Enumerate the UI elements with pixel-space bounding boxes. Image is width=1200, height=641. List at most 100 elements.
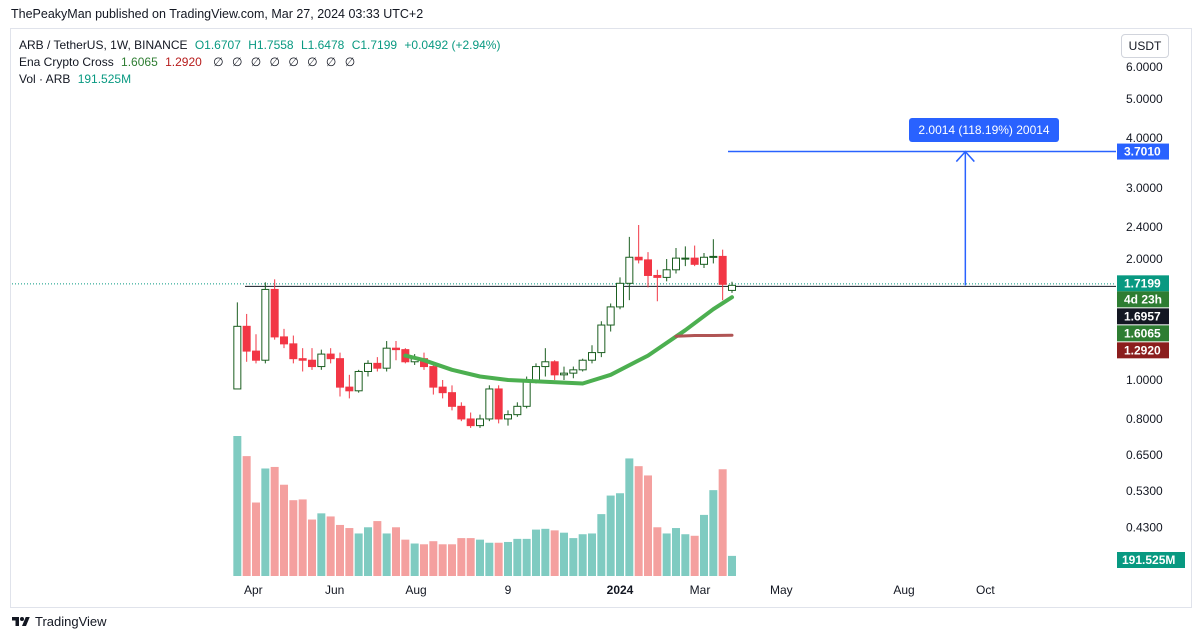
candle (354, 369, 363, 393)
candle (289, 335, 298, 364)
price-axis-label: 4.0000 (1126, 131, 1163, 145)
volume-bar (597, 514, 606, 576)
candle-body (438, 386, 447, 394)
candle (550, 360, 559, 380)
candle-body (644, 259, 652, 276)
volume-bar (280, 484, 288, 576)
indicator-name[interactable]: Ena Crypto Cross (19, 55, 114, 69)
measure-label: 2.0014 (118.19%) 20014 (918, 123, 1050, 137)
candle-body (681, 257, 690, 260)
candle (718, 249, 727, 301)
volume-bar (606, 495, 615, 576)
measure-target-tag-box (1117, 143, 1169, 160)
candle-body (672, 257, 680, 271)
price-axis-label: 5.0000 (1126, 92, 1163, 106)
candle-body (485, 388, 494, 420)
price-axis-label: 2.4000 (1126, 220, 1163, 234)
legend-symbol[interactable]: ARB / TetherUS, 1W, BINANCE (19, 38, 188, 52)
time-axis-label: 9 (505, 583, 512, 597)
volume-bar (476, 539, 484, 576)
ma-slow-tag-box (1117, 342, 1169, 359)
candle-body (513, 405, 522, 416)
candle (653, 269, 662, 302)
volume-series (233, 436, 736, 576)
candle-body (261, 288, 270, 361)
price-axis-label: 0.8000 (1126, 412, 1163, 426)
indicator-na-value: ∅ (213, 55, 224, 69)
volume-bar (457, 538, 466, 576)
volume-bar (653, 527, 662, 576)
measure-label-box (909, 118, 1059, 142)
candle (681, 246, 690, 267)
candle-body (233, 325, 242, 390)
indicator-dark-tag: 1.6957 (1124, 309, 1161, 323)
volume-bar (364, 527, 372, 576)
ma-fast-tag-box (1117, 325, 1169, 342)
volume-bar (662, 533, 671, 576)
volume-bar (560, 532, 568, 576)
legend-volume-row: Vol · ARB 191.525M (19, 72, 135, 86)
candle-body (280, 336, 288, 345)
ma-fast-tag: 1.6065 (1124, 326, 1161, 340)
footer-brand-label: TradingView (35, 614, 107, 629)
candle-body (336, 358, 344, 388)
volume-bar (410, 543, 419, 576)
candle (672, 248, 680, 274)
countdown-tag: 4d 23h (1124, 292, 1162, 306)
volume-bar (494, 542, 503, 576)
volume-bar (438, 544, 447, 576)
candle-body (298, 358, 307, 361)
footer-brand[interactable]: TradingView (11, 614, 107, 629)
volume-bar (634, 466, 643, 576)
candle (336, 352, 344, 397)
candle-body (466, 418, 475, 427)
legend-ohlc-row: ARB / TetherUS, 1W, BINANCE O1.6707 H1.7… (19, 38, 504, 52)
candle (700, 252, 708, 268)
candle-body (448, 392, 456, 407)
time-axis-label: Apr (244, 583, 263, 597)
volume-bar (289, 500, 298, 576)
candle (252, 334, 260, 364)
volume-bar (588, 533, 596, 576)
candle (560, 366, 568, 380)
volume-name[interactable]: Vol · ARB (19, 72, 71, 86)
price-axis-label: 2.0000 (1126, 252, 1163, 266)
candle-body (354, 370, 363, 392)
volume-bar (541, 528, 550, 576)
volume-tag-box (1117, 552, 1185, 568)
volume-bar (252, 502, 260, 576)
time-axis-label: Mar (690, 583, 711, 597)
volume-bar (513, 538, 522, 576)
volume-bar (569, 538, 578, 576)
candle-body (662, 269, 671, 278)
indicator-na-value: ∅ (231, 55, 243, 69)
currency-button[interactable]: USDT (1121, 34, 1169, 58)
candle (429, 363, 438, 395)
volume-bar (550, 530, 559, 576)
time-axis-label: May (770, 583, 793, 597)
volume-bar (616, 493, 624, 576)
volume-tag: 191.525M (1122, 553, 1175, 567)
candle-body (616, 282, 624, 308)
price-axis: 6.0000 5.0000 4.0000 3.0000 2.4000 2.0000 1.00… (1126, 60, 1163, 534)
candle (364, 360, 372, 377)
candle-body (317, 353, 326, 368)
candle (494, 385, 503, 424)
candle-body (382, 347, 391, 369)
measure-arrow-icon (955, 150, 975, 163)
time-axis-label: Oct (976, 583, 995, 597)
tradingview-logo-icon (12, 616, 30, 626)
indicator-na-value: ∅ (269, 55, 280, 69)
candle-body (550, 361, 559, 376)
candle (597, 321, 606, 358)
candle (504, 410, 512, 426)
volume-bar (485, 542, 494, 576)
ma-slow-line (674, 333, 734, 338)
ma-fast-line (403, 295, 734, 386)
volume-bar (690, 535, 699, 576)
candle-body (494, 388, 503, 420)
candle (578, 358, 587, 372)
candle (242, 313, 251, 362)
volume-bar (578, 534, 587, 576)
